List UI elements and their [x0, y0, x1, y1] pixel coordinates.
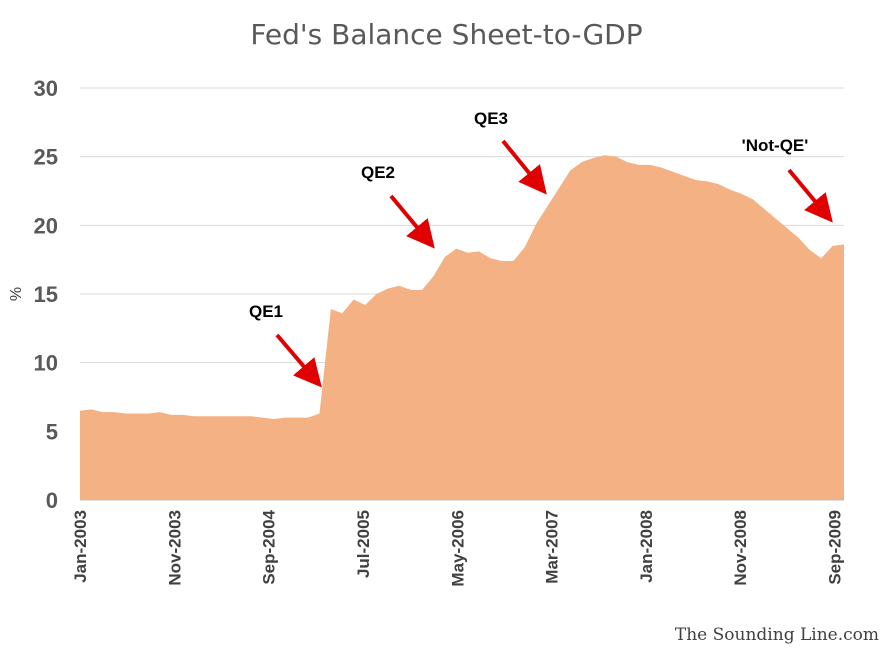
annotation-label: QE2 — [361, 163, 395, 182]
chart-title: Fed's Balance Sheet-to-GDP — [250, 18, 643, 51]
x-tick-label: Sep-2004 — [260, 509, 279, 584]
y-tick-label: 15 — [34, 282, 58, 307]
x-tick-label: Mar-2007 — [543, 510, 562, 584]
annotation-label: QE1 — [249, 302, 283, 321]
source-watermark: The Sounding Line.com — [674, 625, 879, 645]
annotation-arrow — [275, 333, 322, 388]
annotation-arrow — [501, 139, 547, 195]
x-tick-label: Nov-2003 — [165, 510, 184, 586]
y-tick-label: 20 — [34, 213, 58, 238]
x-tick-label: Jul-2005 — [354, 510, 373, 578]
area-series — [80, 155, 844, 501]
y-axis-label: % — [8, 287, 25, 301]
y-tick-label: 10 — [34, 351, 58, 376]
annotation-label: 'Not-QE' — [742, 136, 809, 155]
annotation-arrow — [787, 168, 833, 223]
x-tick-label: Jan-2003 — [71, 510, 90, 583]
x-tick-label: May-2006 — [448, 510, 467, 587]
y-tick-label: 25 — [34, 145, 58, 170]
y-tick-label: 30 — [34, 76, 58, 101]
y-tick-label: 0 — [46, 488, 58, 513]
annotation-label: QE3 — [474, 109, 508, 128]
x-tick-label: Nov-2008 — [731, 510, 750, 586]
y-tick-label: 5 — [46, 419, 58, 444]
annotation-arrow — [389, 194, 435, 249]
x-tick-label: Jan-2008 — [637, 510, 656, 583]
x-tick-label: Sep-2009 — [826, 510, 845, 585]
